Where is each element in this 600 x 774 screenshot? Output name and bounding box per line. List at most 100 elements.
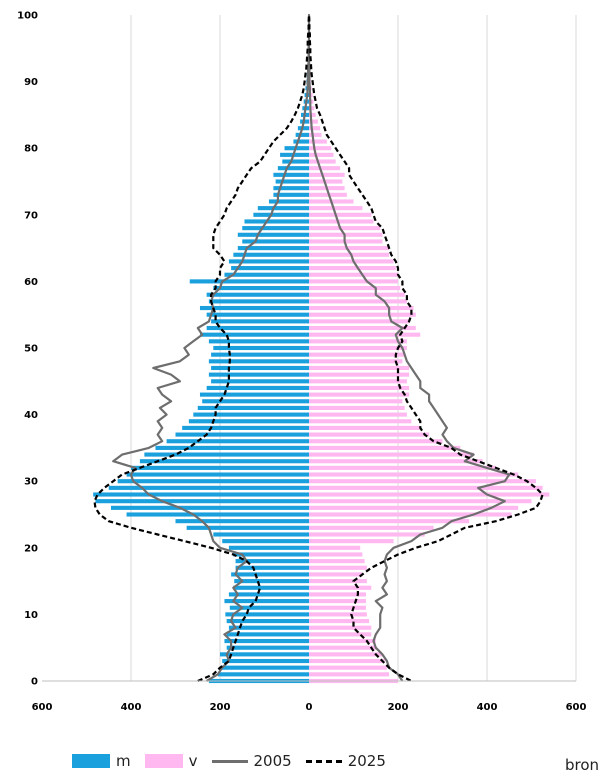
bar-m bbox=[167, 439, 309, 443]
bar-v bbox=[309, 233, 382, 237]
bar-m bbox=[253, 213, 309, 217]
bar-m bbox=[176, 433, 310, 437]
bar-m bbox=[231, 266, 309, 270]
x-tick-label: 200 bbox=[388, 702, 409, 713]
bar-m bbox=[207, 386, 309, 390]
bar-m bbox=[211, 379, 309, 383]
bar-v bbox=[309, 599, 366, 603]
bar-m bbox=[233, 552, 309, 556]
bar-m bbox=[95, 499, 309, 503]
bar-v bbox=[309, 519, 469, 523]
legend-item-m: m bbox=[72, 752, 131, 770]
legend-label-m: m bbox=[116, 752, 131, 770]
bar-m bbox=[282, 159, 309, 163]
bar-m bbox=[93, 492, 309, 496]
bar-m bbox=[207, 313, 309, 317]
bar-v bbox=[309, 293, 405, 297]
bar-v bbox=[309, 393, 409, 397]
legend-item-v: v bbox=[145, 752, 198, 770]
bar-v bbox=[309, 466, 496, 470]
bar-v bbox=[309, 439, 443, 443]
legend-label-v: v bbox=[189, 752, 198, 770]
bar-v bbox=[309, 672, 389, 676]
bar-v bbox=[309, 406, 405, 410]
bar-m bbox=[221, 666, 309, 670]
bar-v bbox=[309, 153, 333, 157]
bar-v bbox=[309, 213, 371, 217]
bar-v bbox=[309, 652, 382, 656]
bar-m bbox=[244, 219, 309, 223]
bar-m bbox=[218, 672, 309, 676]
x-tick-label: 600 bbox=[32, 702, 53, 713]
bar-m bbox=[258, 206, 309, 210]
bar-m bbox=[193, 413, 309, 417]
bar-v bbox=[309, 646, 376, 650]
bar-m bbox=[234, 579, 309, 583]
bar-m bbox=[182, 426, 309, 430]
bar-m bbox=[209, 359, 309, 363]
bar-v bbox=[309, 339, 407, 343]
bar-m bbox=[127, 512, 309, 516]
bar-v bbox=[309, 586, 371, 590]
bar-m bbox=[144, 452, 309, 456]
bar-v bbox=[309, 559, 365, 563]
bar-m bbox=[229, 546, 309, 550]
bar-m bbox=[207, 293, 309, 297]
bar-m bbox=[296, 133, 309, 137]
bar-m bbox=[213, 286, 309, 290]
bar-v bbox=[309, 492, 549, 496]
y-tick-label: 80 bbox=[24, 144, 38, 155]
bar-v bbox=[309, 266, 396, 270]
bar-m bbox=[222, 539, 309, 543]
bar-m bbox=[189, 419, 309, 423]
bar-m bbox=[222, 659, 309, 663]
bar-v bbox=[309, 486, 543, 490]
bar-m bbox=[227, 646, 309, 650]
bar-v bbox=[309, 552, 362, 556]
bar-v bbox=[309, 566, 367, 570]
bar-m bbox=[224, 599, 309, 603]
bar-m bbox=[269, 199, 309, 203]
bar-m bbox=[220, 652, 309, 656]
bar-v bbox=[309, 219, 374, 223]
bar-m bbox=[211, 319, 309, 323]
y-tick-label: 90 bbox=[24, 77, 38, 88]
bar-m bbox=[211, 366, 309, 370]
legend-label-2025: 2025 bbox=[348, 752, 386, 770]
bar-v bbox=[309, 413, 407, 417]
bar-m bbox=[273, 173, 309, 177]
x-tick-label: 600 bbox=[566, 702, 587, 713]
bar-v bbox=[309, 313, 416, 317]
bar-v bbox=[309, 139, 327, 143]
bar-v bbox=[309, 379, 407, 383]
bar-m bbox=[200, 393, 309, 397]
y-tick-label: 10 bbox=[24, 610, 38, 621]
x-tick-label: 0 bbox=[306, 702, 313, 713]
bar-v bbox=[309, 459, 483, 463]
legend: m v 2005 2025 bbox=[72, 752, 400, 770]
legend-label-2005: 2005 bbox=[254, 752, 292, 770]
bar-v bbox=[309, 206, 362, 210]
legend-item-2025: 2025 bbox=[306, 752, 386, 770]
x-tick-label: 200 bbox=[210, 702, 231, 713]
legend-swatch-2005 bbox=[212, 760, 248, 763]
bar-v bbox=[309, 579, 367, 583]
bar-m bbox=[225, 612, 309, 616]
bar-m bbox=[187, 526, 309, 530]
y-tick-label: 50 bbox=[24, 344, 38, 355]
bar-m bbox=[111, 506, 309, 510]
x-tick-label: 400 bbox=[477, 702, 498, 713]
bar-v bbox=[309, 159, 336, 163]
bar-m bbox=[176, 519, 310, 523]
bar-v bbox=[309, 659, 385, 663]
bar-v bbox=[309, 419, 411, 423]
bar-m bbox=[213, 532, 309, 536]
bar-v bbox=[309, 273, 398, 277]
y-tick-label: 70 bbox=[24, 210, 38, 221]
bar-m bbox=[233, 586, 309, 590]
bar-v bbox=[309, 532, 425, 536]
bar-v bbox=[309, 572, 362, 576]
bar-v bbox=[309, 446, 460, 450]
x-tick-label: 400 bbox=[121, 702, 142, 713]
